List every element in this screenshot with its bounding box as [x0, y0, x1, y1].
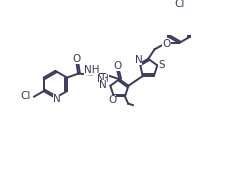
Text: Cl: Cl [21, 91, 31, 101]
Text: Cl: Cl [174, 0, 184, 9]
Text: N: N [97, 74, 105, 84]
Text: N: N [53, 94, 61, 104]
Text: NH: NH [84, 65, 99, 75]
Text: S: S [158, 60, 165, 70]
Text: H: H [101, 74, 109, 84]
Text: N: N [99, 80, 107, 90]
Text: O: O [72, 54, 81, 64]
Text: O: O [113, 61, 121, 71]
Text: O: O [108, 95, 116, 105]
Text: O: O [162, 39, 171, 49]
Text: N: N [135, 55, 142, 65]
